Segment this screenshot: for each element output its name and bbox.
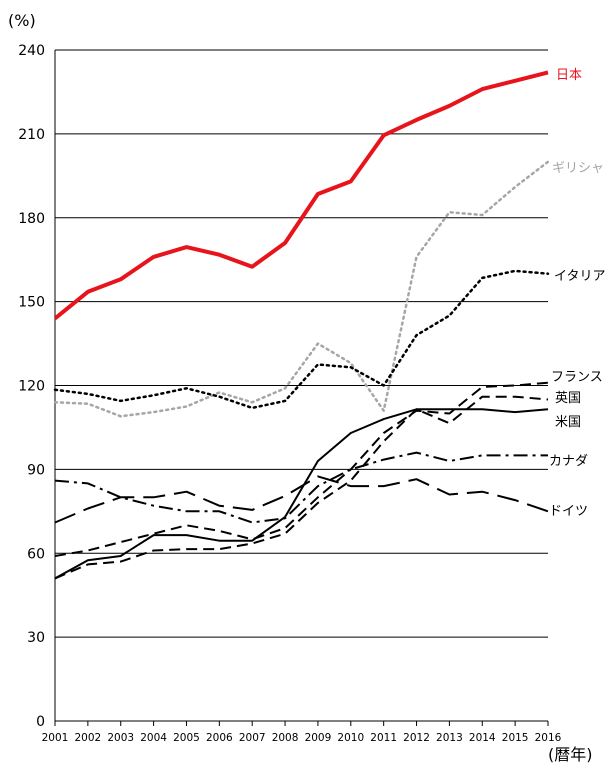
y-tick-label: 240 xyxy=(18,43,45,59)
x-tick-label: 2014 xyxy=(469,732,496,744)
series-lines xyxy=(53,70,550,580)
series-label: ギリシャ xyxy=(552,161,604,176)
y-tick-label: 150 xyxy=(18,295,45,311)
y-tick-label: 120 xyxy=(18,379,45,395)
series-label: ドイツ xyxy=(549,504,588,519)
x-tick-label: 2002 xyxy=(74,732,101,744)
gridlines xyxy=(54,49,548,722)
x-tick-label: 2013 xyxy=(436,732,463,744)
y-tick-label: 30 xyxy=(27,630,45,646)
y-axis-unit-label: (%) xyxy=(8,11,36,30)
x-tick-label: 2009 xyxy=(305,732,332,744)
series-line xyxy=(54,381,549,557)
series-label: 英国 xyxy=(555,391,581,406)
x-axis-ticks: 2001 2002 2003 2004 2005 2006 2007 2008 2009 2010… xyxy=(42,721,562,744)
y-tick-label: 210 xyxy=(18,127,45,143)
y-tick-label: 180 xyxy=(18,211,45,227)
series-line xyxy=(53,160,550,418)
series-line xyxy=(53,70,549,320)
x-tick-label: 2012 xyxy=(403,732,430,744)
x-tick-label: 2016 xyxy=(535,732,562,744)
y-tick-label: 90 xyxy=(27,462,45,478)
series-line xyxy=(53,269,550,410)
x-tick-label: 2003 xyxy=(107,732,134,744)
x-tick-label: 2011 xyxy=(370,732,397,744)
series-line xyxy=(54,451,548,524)
series-line xyxy=(54,475,549,524)
series-label: 米国 xyxy=(555,415,581,430)
x-tick-label: 2007 xyxy=(239,732,266,744)
series-line xyxy=(54,395,549,580)
series-line xyxy=(54,408,549,580)
x-tick-label: 2006 xyxy=(206,732,233,744)
series-label: カナダ xyxy=(549,454,588,469)
x-tick-label: 2015 xyxy=(502,732,529,744)
series-label: フランス xyxy=(551,370,603,385)
x-tick-label: 2005 xyxy=(173,732,200,744)
x-tick-label: 2010 xyxy=(337,732,364,744)
y-axis-ticks: 0 30 60 90 120 150 180 210 240 xyxy=(18,43,45,730)
series-label: 日本 xyxy=(556,68,582,83)
x-tick-label: 2001 xyxy=(42,732,69,744)
y-tick-label: 0 xyxy=(36,714,45,730)
x-tick-label: 2004 xyxy=(140,732,167,744)
series-label: イタリア xyxy=(554,269,605,284)
y-tick-label: 60 xyxy=(27,546,45,562)
x-tick-label: 2008 xyxy=(272,732,299,744)
x-axis-unit-label: (暦年) xyxy=(548,745,593,764)
